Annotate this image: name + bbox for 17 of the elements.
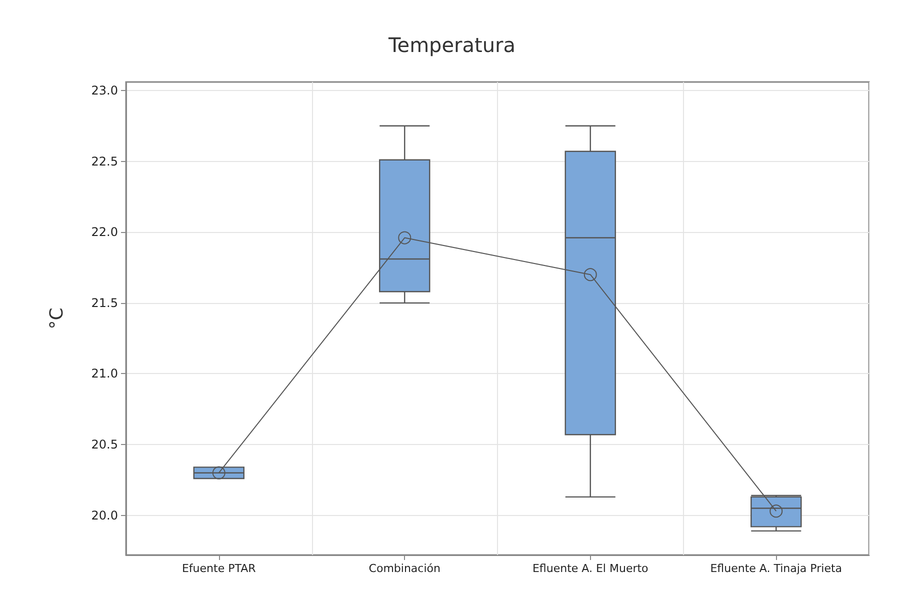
x-tick-label: Efuente PTAR: [182, 562, 256, 575]
x-tick-label: Efluente A. El Muerto: [532, 562, 649, 575]
point: [770, 504, 783, 518]
chart-title: Temperatura: [387, 33, 516, 57]
y-tick-label: 21.5: [91, 296, 118, 310]
point: [212, 466, 226, 480]
y-axis-title: °C: [46, 308, 68, 330]
point: [584, 268, 597, 282]
y-tick-label: 22.0: [91, 225, 118, 240]
point: [398, 231, 412, 244]
y-tick-label: 20.0: [91, 508, 118, 522]
y-tick-label: 23.0: [91, 83, 118, 98]
x-tick-label: Efluente A. Tinaja Prieta: [710, 562, 842, 575]
x-tick-label: Combinación: [368, 562, 440, 575]
y-tick-label: 21.0: [91, 366, 118, 381]
y-tick-label: 22.5: [91, 154, 118, 168]
y-tick-label: 20.5: [91, 438, 118, 452]
